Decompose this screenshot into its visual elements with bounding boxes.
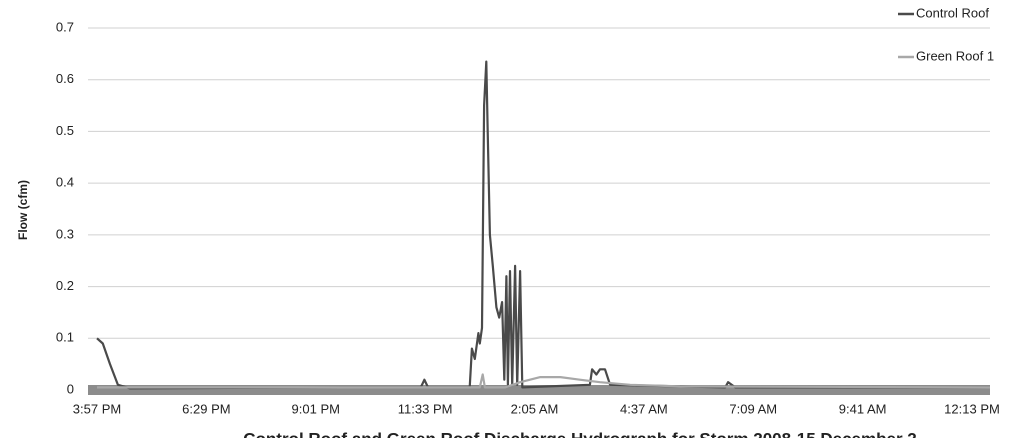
x-tick-label: 9:41 AM [839, 401, 887, 416]
x-tick-label: 4:37 AM [620, 401, 668, 416]
legend-label: Control Roof [916, 5, 989, 20]
legend-label: Green Roof 1 [916, 48, 994, 63]
y-tick-label: 0.3 [56, 226, 74, 241]
y-axis-label: Flow (cfm) [16, 180, 30, 240]
x-tick-label: 3:57 PM [73, 401, 121, 416]
y-tick-label: 0 [67, 381, 74, 396]
chart-title: Control Roof and Green Roof Discharge Hy… [243, 429, 917, 438]
y-tick-label: 0.4 [56, 175, 74, 190]
baseline-band [88, 385, 990, 395]
y-tick-label: 0.7 [56, 19, 74, 34]
x-tick-label: 2:05 AM [511, 401, 559, 416]
x-tick-label: 6:29 PM [182, 401, 230, 416]
series-line [97, 373, 991, 389]
x-tick-label: 12:13 PM [944, 401, 1000, 416]
x-tick-label: 11:33 PM [398, 401, 453, 416]
y-tick-label: 0.5 [56, 123, 74, 138]
series-line [96, 60, 990, 390]
x-tick-label: 9:01 PM [292, 401, 340, 416]
x-tick-label: 7:09 AM [729, 401, 777, 416]
y-tick-label: 0.6 [56, 71, 74, 86]
y-tick-label: 0.2 [56, 278, 74, 293]
y-tick-label: 0.1 [56, 330, 74, 345]
